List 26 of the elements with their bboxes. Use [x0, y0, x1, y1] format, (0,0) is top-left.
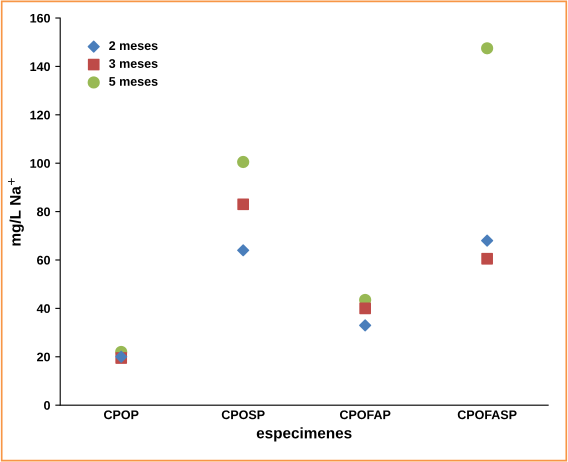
y-tick-label: 140: [30, 62, 50, 72]
point: [359, 302, 371, 314]
y-axis-title: mg/L Na$^{+}$: [8, 178, 24, 246]
point: [481, 234, 494, 247]
y-tick-label: 120: [30, 110, 50, 120]
y-tick-label: 20: [37, 352, 50, 362]
point: [237, 244, 250, 256]
x-tick-label: CPOFAP: [340, 410, 390, 420]
point: [481, 252, 493, 265]
x-tick-label: CPOP: [104, 410, 138, 420]
point: [237, 198, 250, 210]
x-tick-label: CPOFASP: [458, 410, 517, 420]
x-axis-title: especimenes: [256, 427, 352, 442]
y-tick-label: 60: [37, 256, 50, 265]
y-tick-label: 80: [36, 207, 50, 216]
point: [237, 156, 250, 168]
y-tick-label: 40: [36, 304, 50, 314]
point: [359, 319, 372, 332]
x-tick-label: CPOSP: [222, 410, 265, 420]
point: [481, 42, 494, 54]
legend-label: 2 meses: [109, 41, 158, 50]
y-tick-label: 100: [30, 159, 50, 168]
y-tick-label: 0: [44, 400, 50, 410]
y-tick-label: 160: [30, 14, 50, 23]
legend-label: 3 meses: [109, 59, 158, 68]
legend-label: 5 meses: [109, 77, 158, 86]
